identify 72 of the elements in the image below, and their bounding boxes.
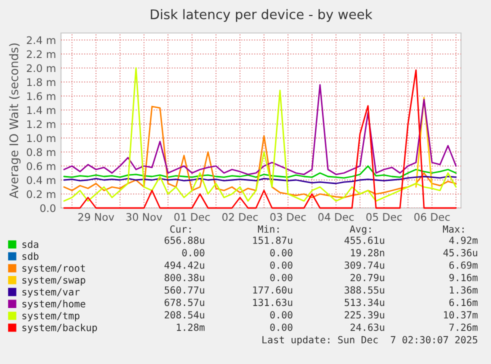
- x-tick-label: 06 Dec: [414, 213, 450, 221]
- legend-label: system/tmp: [22, 312, 80, 322]
- text: 6.69m: [449, 261, 478, 269]
- text: 1.36m: [450, 286, 478, 294]
- y-tick-label: 0.0: [40, 204, 56, 212]
- text: 560.77u: [164, 286, 204, 294]
- text: Cur:: [170, 225, 191, 233]
- chart-title: Disk latency per device - by week: [150, 9, 372, 22]
- y-tick-label: 1.8 m: [27, 78, 56, 86]
- text: 24.63u: [350, 324, 384, 331]
- legend-label: system/root: [22, 264, 85, 274]
- text: 388.55u: [344, 286, 384, 294]
- legend-label: system/backup: [22, 324, 97, 334]
- text: 678.57u: [164, 298, 204, 306]
- x-tick-label: 30 Nov: [126, 213, 162, 221]
- legend-label: system/swap: [22, 276, 86, 286]
- y-tick-label: 0.6 m: [26, 162, 56, 170]
- text: 225.39u: [344, 311, 384, 319]
- text: 0.00: [270, 324, 292, 331]
- text: 800.38u: [164, 274, 204, 282]
- line-series: [63, 165, 457, 179]
- x-tick-label: 04 Dec: [318, 213, 354, 221]
- text: 20.79u: [350, 274, 384, 282]
- y-tick-label: 2.2 m: [26, 50, 56, 58]
- text: 4.92m: [449, 236, 478, 244]
- x-tick-label: 02 Dec: [222, 213, 258, 221]
- legend-label: system/home: [22, 300, 86, 310]
- x-tick-label: 03 Dec: [270, 213, 306, 221]
- text: 45.36u: [443, 249, 478, 256]
- text: 6.16m: [449, 298, 478, 306]
- x-tick-label: 05 Dec: [366, 213, 402, 221]
- y-tick-label: 0.2 m: [26, 190, 56, 198]
- text: 455.61u: [344, 236, 384, 244]
- text: Min:: [258, 225, 279, 233]
- text: 177.60u: [253, 286, 292, 294]
- legend-label: sdb: [22, 252, 38, 260]
- text: 10.37m: [444, 311, 478, 319]
- text: 19.28n: [351, 249, 384, 256]
- text: Avg:: [350, 225, 371, 235]
- y-tick-label: 1.6 m: [27, 92, 56, 100]
- text: 309.74u: [344, 261, 384, 269]
- y-tick-label: 0.4 m: [26, 176, 56, 184]
- text: 7.26m: [449, 324, 478, 331]
- text: 151.87u: [253, 236, 292, 244]
- text: 9.16m: [449, 274, 478, 282]
- text: Last update: Sun Dec 7 02:30:07 2025: [262, 336, 478, 346]
- y-tick-label: 1.0 m: [27, 134, 56, 142]
- text: 0.00: [182, 249, 204, 256]
- y-tick-label: 0.8 m: [26, 148, 56, 156]
- text: 131.63u: [253, 298, 292, 306]
- x-tick-label: 29 Nov: [78, 213, 114, 221]
- text: 208.54u: [164, 311, 204, 319]
- text: 0.00: [270, 249, 292, 256]
- legend-label: sda: [22, 240, 38, 248]
- text: Max:: [442, 226, 464, 233]
- line-series: [63, 84, 457, 176]
- text: 1.28m: [176, 324, 205, 331]
- text: 0.00: [270, 311, 292, 319]
- y-tick-label: 1.4 m: [27, 106, 56, 114]
- line-series: [63, 176, 457, 184]
- x-tick-label: 01 Dec: [174, 213, 210, 221]
- line-series: [63, 106, 457, 198]
- y-tick-label: 1.2 m: [27, 120, 56, 128]
- text: 656.88u: [164, 236, 204, 244]
- y-tick-label: 2.0 m: [26, 64, 56, 72]
- text: 494.42u: [164, 261, 204, 269]
- text: 0.00: [270, 261, 292, 269]
- y-tick-label: 2.4 m: [26, 36, 56, 44]
- text: 0.00: [270, 274, 292, 282]
- legend-label: system/var: [22, 288, 80, 298]
- text: 513.34u: [344, 298, 384, 306]
- y-axis-title: Average IO Wait (seconds): [9, 43, 21, 198]
